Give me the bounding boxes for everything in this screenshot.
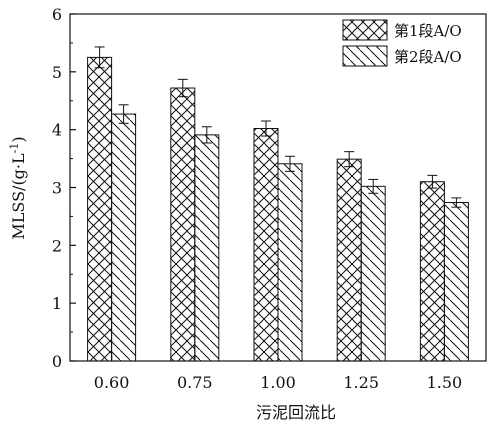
bar-series-1 [170, 87, 196, 362]
x-tick-label: 0.75 [177, 373, 213, 392]
y-axis: 0 1 2 3 4 5 6 [52, 5, 76, 371]
y-tick-label: 2 [52, 236, 62, 255]
legend-label-series-1: 第1段A/O [394, 22, 462, 40]
legend-swatch-series-1 [342, 19, 388, 41]
y-tick-label: 3 [52, 179, 62, 198]
bar-series-2 [443, 202, 469, 362]
bar-series-2 [277, 163, 303, 362]
bar-series-1 [336, 158, 362, 362]
y-axis-title: MLSS/(g·L-1) [8, 136, 28, 239]
bar-series-2 [111, 113, 137, 362]
y-tick-label: 1 [52, 294, 62, 313]
y-axis-title-main: MLSS/(g·L [9, 153, 28, 240]
y-tick-label: 6 [52, 5, 62, 24]
y-tick-label: 5 [52, 63, 62, 82]
x-axis-title: 污泥回流比 [256, 403, 336, 422]
bar-series-1 [87, 56, 113, 362]
y-axis-title-sup: -1 [8, 143, 21, 154]
legend: 第1段A/O 第2段A/O [342, 19, 462, 67]
bar-series-1 [419, 181, 445, 362]
bars-group [87, 56, 469, 362]
y-tick-label: 0 [52, 352, 62, 371]
error-bars-group [94, 46, 462, 208]
bar-series-2 [360, 185, 386, 362]
y-axis-title-close: ) [9, 136, 28, 142]
legend-swatch-series-2 [342, 45, 388, 67]
x-tick-label: 1.25 [343, 373, 379, 392]
legend-label-series-2: 第2段A/O [394, 48, 462, 66]
y-tick-label: 4 [52, 121, 62, 140]
x-tick-label: 1.00 [260, 373, 296, 392]
bar-series-1 [253, 128, 279, 362]
x-tick-label: 0.60 [94, 373, 130, 392]
x-tick-label: 1.50 [427, 373, 463, 392]
bar-series-2 [194, 134, 220, 362]
